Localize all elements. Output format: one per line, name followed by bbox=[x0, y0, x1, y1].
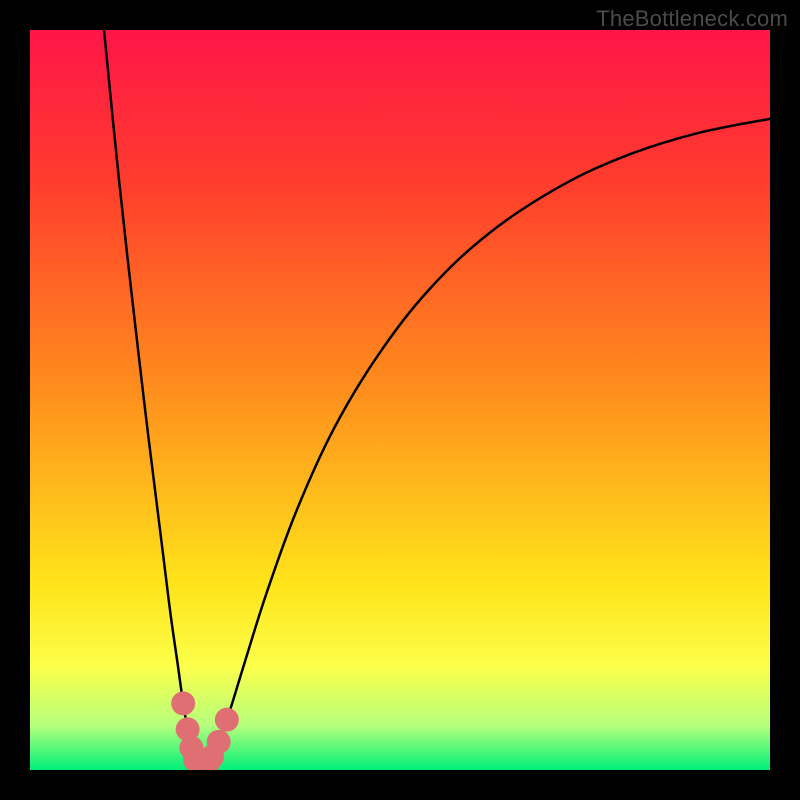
outer-frame: TheBottleneck.com bbox=[0, 0, 800, 800]
curve-layer bbox=[30, 30, 770, 770]
marker-point bbox=[215, 708, 239, 732]
watermark-text: TheBottleneck.com bbox=[596, 6, 788, 32]
plot-area bbox=[30, 30, 770, 770]
marker-point bbox=[207, 730, 231, 754]
marker-point bbox=[171, 691, 195, 715]
bottleneck-curve bbox=[104, 30, 770, 770]
